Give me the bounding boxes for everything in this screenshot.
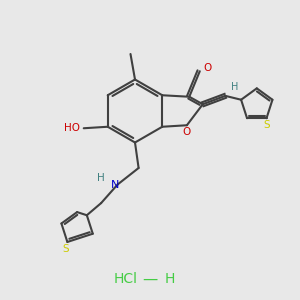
- Text: O: O: [183, 127, 191, 137]
- Text: HCl: HCl: [113, 272, 137, 286]
- Text: HO: HO: [64, 123, 80, 133]
- Text: H: H: [97, 173, 105, 183]
- Text: S: S: [63, 244, 69, 254]
- Text: H: H: [231, 82, 238, 92]
- Text: O: O: [203, 63, 212, 73]
- Text: —: —: [142, 272, 157, 286]
- Text: S: S: [263, 120, 270, 130]
- Text: H: H: [164, 272, 175, 286]
- Text: N: N: [111, 179, 119, 190]
